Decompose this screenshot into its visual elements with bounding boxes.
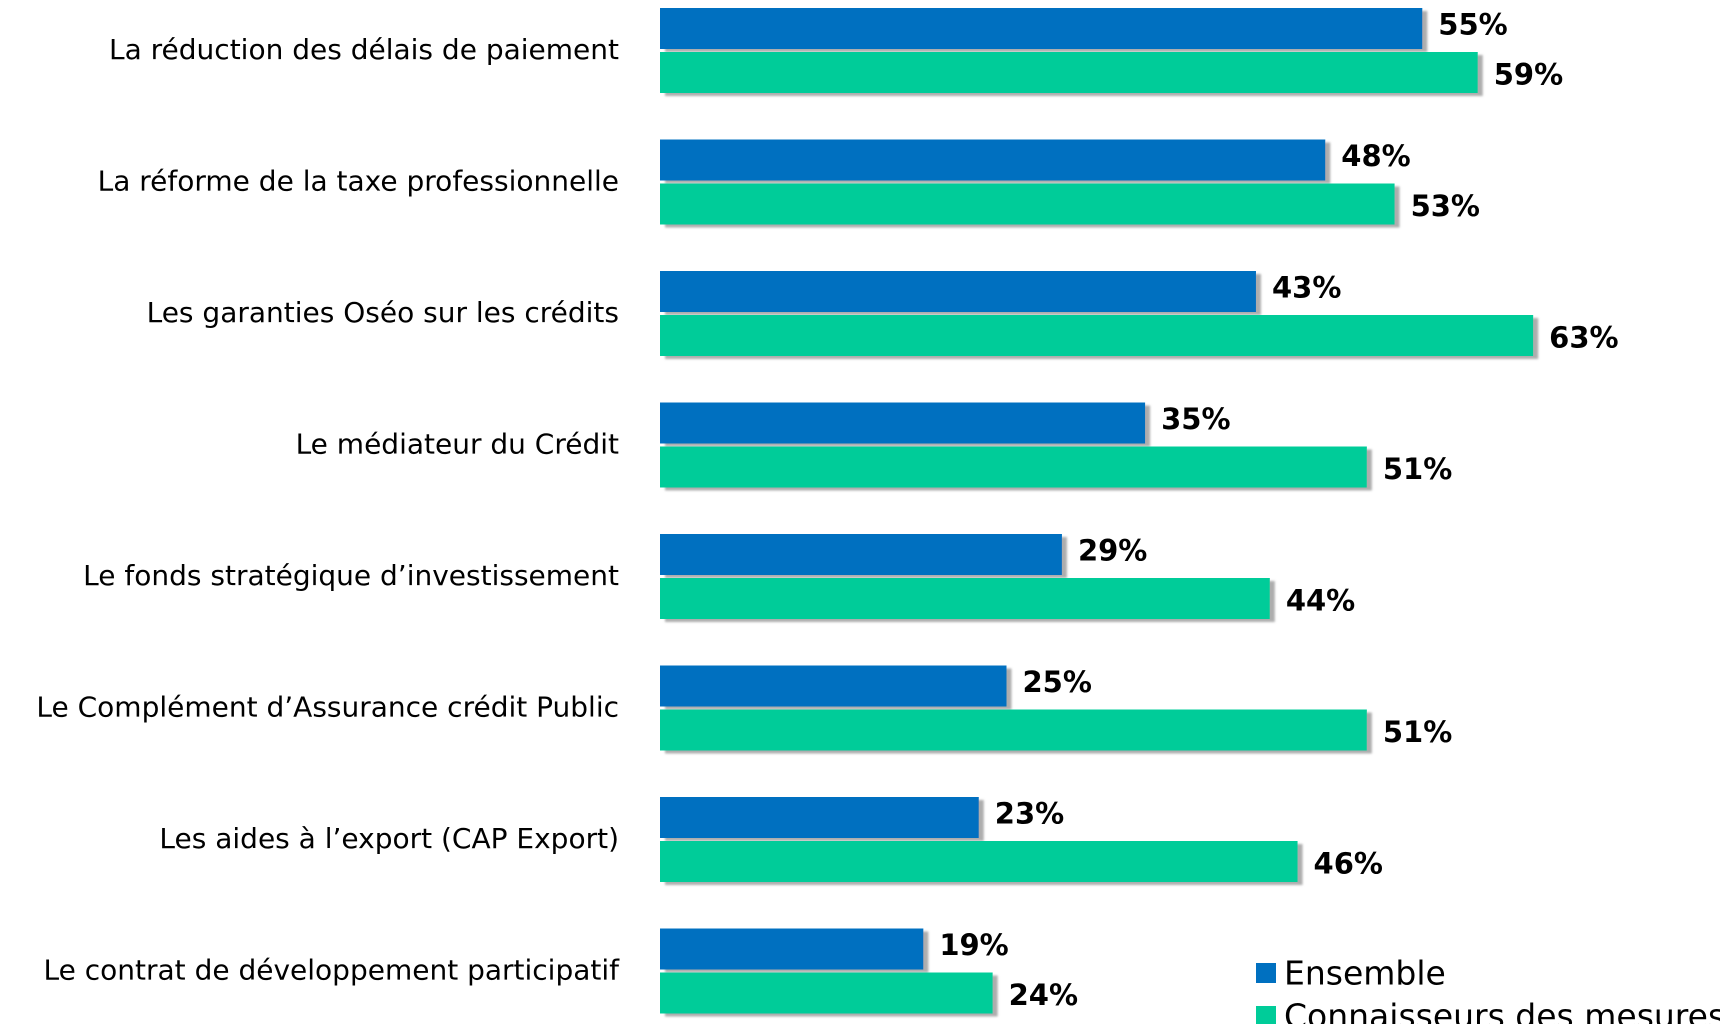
category-label: La réforme de la taxe professionnelle [98, 165, 619, 198]
value-label: 43% [1272, 271, 1341, 305]
bar [660, 183, 1395, 225]
value-label: 59% [1494, 58, 1563, 92]
bar [660, 446, 1367, 488]
bar [660, 972, 993, 1014]
bar [660, 139, 1326, 181]
category-label: Le médiateur du Crédit [296, 428, 619, 461]
value-label: 44% [1286, 584, 1355, 618]
value-label: 48% [1341, 139, 1410, 173]
legend-swatch [1256, 963, 1276, 983]
category-label: Le fonds stratégique d’investissement [83, 559, 619, 592]
value-label: 29% [1078, 534, 1147, 568]
bar [660, 709, 1367, 751]
value-label: 35% [1161, 402, 1230, 436]
bar [660, 534, 1062, 575]
category-label: Le Complément d’Assurance crédit Public [36, 691, 619, 724]
bar [660, 52, 1478, 93]
bar [660, 402, 1146, 444]
value-label: 46% [1314, 847, 1383, 881]
value-label: 19% [939, 928, 1008, 962]
value-label: 55% [1438, 8, 1507, 42]
value-label: 24% [1009, 978, 1078, 1012]
bar [660, 578, 1270, 619]
value-label: 51% [1383, 715, 1452, 749]
category-label: Les garanties Oséo sur les crédits [147, 296, 619, 329]
bar [660, 665, 1007, 707]
value-label: 25% [1023, 665, 1092, 699]
legend-label: Ensemble [1284, 954, 1446, 993]
value-label: 63% [1549, 321, 1618, 355]
value-label: 53% [1411, 189, 1480, 223]
bar [660, 271, 1256, 312]
legend-swatch [1256, 1006, 1276, 1024]
bar [660, 315, 1534, 356]
category-label: Les aides à l’export (CAP Export) [159, 822, 619, 855]
category-label: Le contrat de développement participatif [44, 954, 621, 987]
bar [660, 8, 1423, 49]
legend-label: Connaisseurs des mesures [1284, 997, 1720, 1024]
value-label: 23% [995, 797, 1064, 831]
bar [660, 797, 979, 838]
bar [660, 928, 924, 970]
category-label: La réduction des délais de paiement [109, 33, 619, 66]
bar [660, 841, 1298, 882]
value-label: 51% [1383, 452, 1452, 486]
